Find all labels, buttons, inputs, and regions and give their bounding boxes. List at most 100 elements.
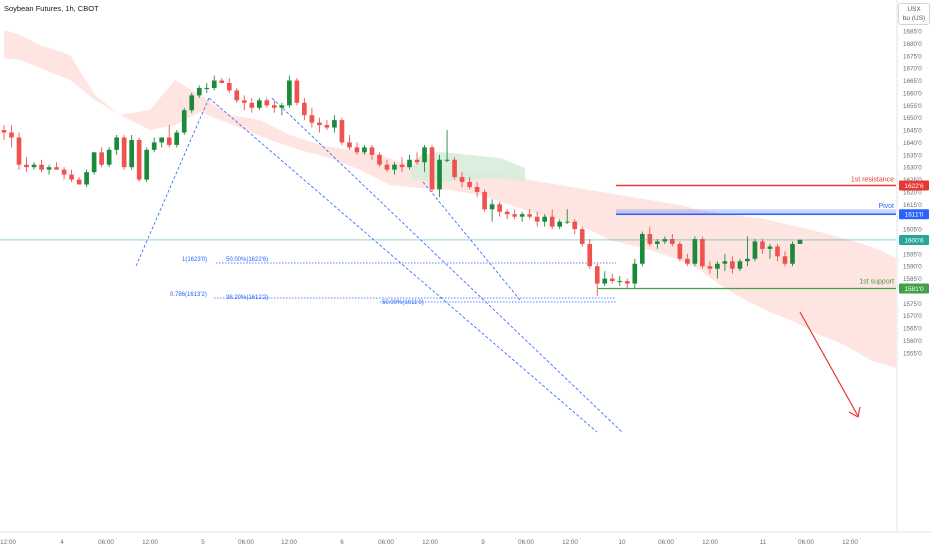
chart-title: Soybean Futures, 1h, CBOT [4,4,99,13]
candle-body [136,139,142,180]
candle-body [489,204,495,210]
candle-body [790,243,795,264]
candle-body [760,241,765,249]
candle-body [767,246,773,249]
time-tick-label: 12:00 [562,539,578,546]
pivot-badge-text: 1611'0 [905,212,924,219]
candle-body [332,120,337,128]
candle-body [797,239,803,244]
candle-body [302,102,307,116]
candle-body [84,172,89,185]
candle-body [632,263,638,284]
candle-body [624,281,630,284]
pivot-label: Pivot [878,203,894,210]
candle-body [407,159,412,168]
candle-body [549,216,555,227]
price-tick-label: 1570'0 [903,313,922,320]
currency-selector[interactable]: USX bu (US) [898,3,930,25]
candle-body [211,80,217,88]
candle-body [384,164,390,170]
candle-body [730,261,735,269]
candle-body [609,278,615,282]
candle-body [587,243,593,267]
currency-unit: bu (US) [902,15,926,22]
fib-label-50-upper: 50.00%(1622'6) [226,257,268,263]
candle-body [16,137,22,165]
candle-body [579,229,585,244]
price-tick-label: 1665'0 [903,78,922,85]
candle-body [782,256,788,264]
price-tick-label: 1575'0 [903,301,922,308]
pivot-zone [616,209,896,216]
price-tick-label: 1615'0 [903,202,922,209]
current-price-badge-text: 1600'6 [904,237,924,244]
candle-body [362,147,367,153]
time-tick-label: 6 [340,539,344,546]
current-price-badge [899,234,929,245]
candle-body [617,281,623,283]
candle-body [692,238,698,264]
time-tick-label: 12:00 [142,539,158,546]
candle-body [722,261,728,264]
candle-body [745,258,750,262]
candle-body [685,258,690,264]
candle-body [1,130,7,133]
time-tick-label: 9 [481,539,485,546]
candle-body [241,100,247,103]
candle-body [174,132,180,145]
candle-body [474,186,480,192]
support-label: 1st support [859,279,894,286]
price-tick-label: 1635'0 [903,152,922,159]
candle-body [91,152,97,173]
candle-body [452,159,457,178]
candle-body [189,95,195,111]
candle-body [219,80,225,83]
time-tick-label: 06:00 [658,539,674,546]
candle-body [39,164,44,170]
candle-body [76,179,82,185]
candle-body [414,159,420,163]
candle-body [647,234,653,244]
candle-body [572,221,578,230]
support-badge [899,283,929,294]
candle-body [429,147,435,190]
candle-body [369,147,375,155]
candle-body [204,87,210,89]
candle-body [159,137,165,143]
candle-body [444,159,450,161]
candle-body [309,115,315,123]
price-tick-label: 1585'0 [903,276,922,283]
candle-body [324,125,330,128]
time-tick-label: 12:00 [702,539,718,546]
candle-body [181,110,187,133]
candle-body [639,234,645,264]
projection-arrowhead [848,406,861,418]
candle-body [196,87,202,96]
ichimoku-cloud-bullish [410,152,525,182]
candle-body [347,142,352,148]
fib-label-0786: 0.786(1613'2) [170,292,207,298]
candle-body [121,137,127,168]
candle-body [256,100,262,108]
time-tick-label: 06:00 [798,539,814,546]
candle-body [654,241,660,244]
candle-body [482,191,487,210]
time-tick-label: 06:00 [518,539,534,546]
price-tick-label: 1565'0 [903,326,922,333]
candle-body [339,120,345,143]
candle-body [752,241,758,259]
time-tick-label: 4 [60,539,64,546]
resistance-badge-text: 1622'6 [904,183,924,190]
candle-body [377,154,382,165]
candle-body [106,149,112,165]
candle-body [459,177,465,183]
candle-body [707,266,713,269]
candle-body [602,278,608,284]
candle-body [46,167,52,170]
time-tick-label: 06:00 [378,539,394,546]
candle-body [677,243,683,259]
candle-body [564,221,570,223]
pivot-badge [899,209,929,220]
projection-arrow [799,311,859,417]
